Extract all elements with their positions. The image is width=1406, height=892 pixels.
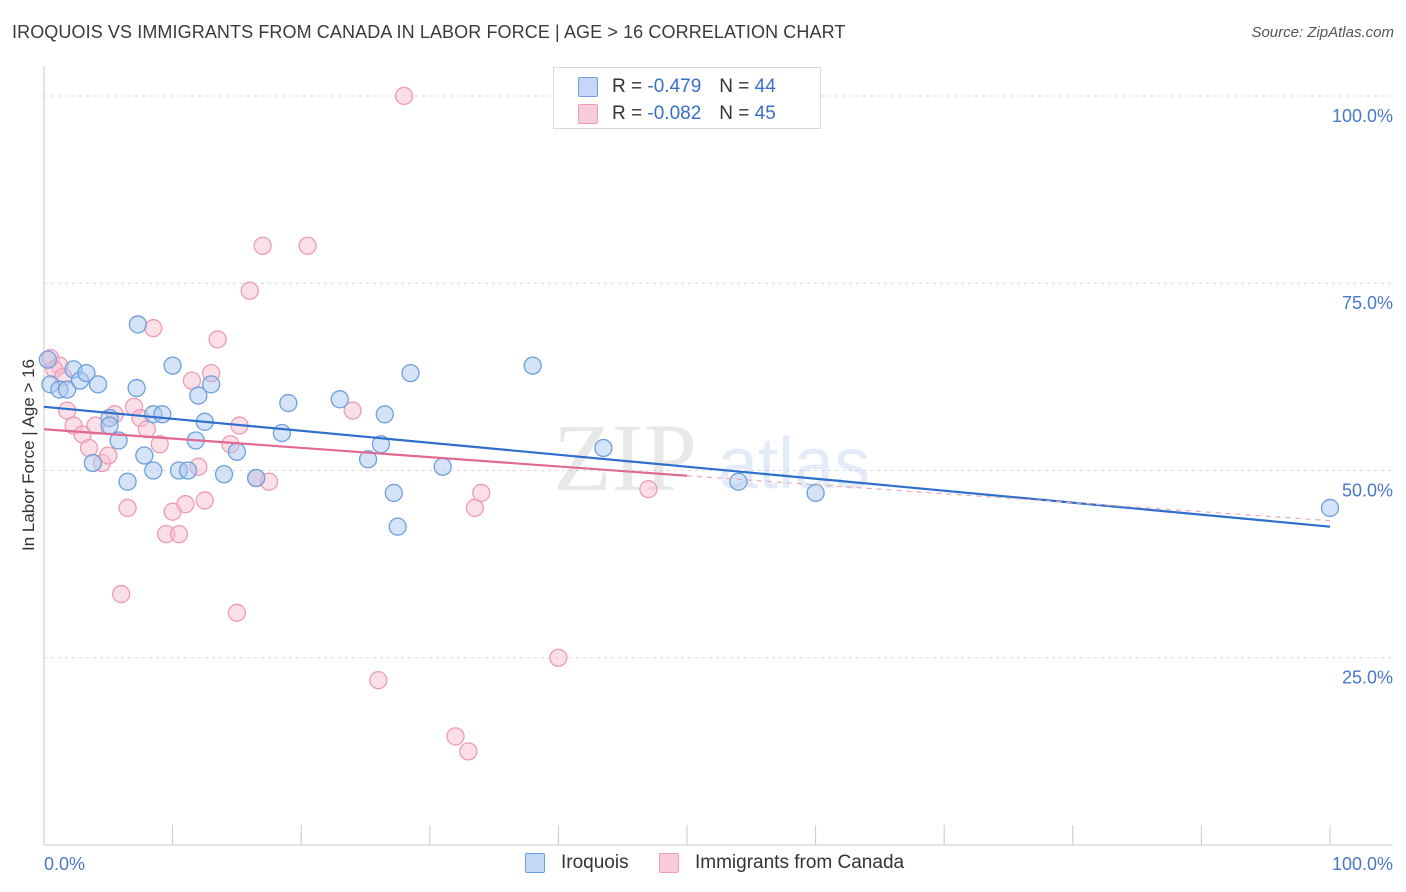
iroquois-point — [38, 350, 58, 369]
iroquois-point — [523, 356, 542, 375]
series-legend: Iroquois Immigrants from Canada — [0, 852, 1406, 878]
legend-r-label: R = — [612, 103, 643, 124]
legend-r-value: -0.082 — [647, 103, 702, 124]
iroquois-point — [729, 472, 748, 491]
legend-row-immigrants: R = -0.082 N = 45 — [578, 101, 776, 127]
iroquois-point — [83, 453, 103, 473]
immigrants-point — [472, 483, 491, 503]
immigrants-point — [112, 584, 131, 604]
iroquois-point — [375, 405, 394, 424]
watermark-zip: ZIP — [553, 404, 697, 511]
immigrants-point — [176, 495, 195, 514]
immigrants-point — [253, 236, 272, 255]
immigrants-point — [394, 86, 414, 106]
immigrants-point — [549, 648, 568, 667]
iroquois-point — [227, 442, 247, 461]
iroquois-point — [279, 393, 298, 413]
iroquois-point — [57, 380, 77, 399]
y-tick-label: 25.0% — [1342, 668, 1393, 688]
iroquois-point — [109, 431, 128, 450]
watermark-atlas: atlas — [718, 424, 870, 504]
iroquois-point — [144, 461, 163, 480]
legend-swatch-blue — [578, 77, 598, 97]
series-legend-label: Iroquois — [561, 852, 629, 873]
iroquois-point — [388, 517, 407, 536]
legend-n-label: N = — [719, 103, 750, 124]
iroquois-point — [330, 390, 349, 409]
y-tick-labels: 25.0% 50.0% 75.0% 100.0% — [1332, 106, 1393, 688]
iroquois-point — [135, 446, 154, 465]
chart-title: IROQUOIS VS IMMIGRANTS FROM CANADA IN LA… — [12, 22, 846, 42]
immigrants-trend-line — [43, 428, 688, 477]
series-legend-swatch-blue — [525, 853, 545, 873]
immigrants-point — [240, 281, 259, 300]
immigrants-point — [169, 524, 189, 544]
iroquois-point — [433, 457, 452, 476]
iroquois-point — [806, 483, 825, 503]
immigrants-point — [227, 603, 247, 622]
iroquois-point — [384, 483, 403, 503]
x-tick-label: 0.0% — [44, 854, 85, 874]
x-tick-label: 100.0% — [1332, 854, 1393, 874]
iroquois-trend-line — [43, 405, 1331, 528]
legend-r-label: R = — [612, 76, 643, 97]
y-axis-label: In Labor Force | Age > 16 — [19, 359, 38, 551]
iroquois-point — [128, 315, 148, 334]
immigrants-point — [208, 330, 227, 349]
legend-n-value: 45 — [754, 103, 776, 124]
iroquois-point — [118, 472, 137, 491]
x-tick-labels: 0.0% 100.0% — [44, 854, 1393, 874]
immigrants-point — [118, 498, 137, 518]
legend-row-iroquois: R = -0.479 N = 44 — [578, 74, 776, 100]
legend-n-value: 44 — [754, 76, 776, 97]
iroquois-point — [178, 461, 198, 480]
iroquois-point — [88, 375, 108, 394]
immigrants-point — [459, 742, 478, 761]
series-legend-iroquois[interactable]: Iroquois — [525, 852, 629, 874]
iroquois-point — [189, 386, 208, 405]
iroquois-point — [358, 450, 378, 469]
gridlines — [44, 95, 1393, 659]
series-legend-immigrants-from-canada[interactable]: Immigrants from Canada — [659, 852, 904, 874]
iroquois-point — [153, 405, 172, 424]
iroquois-point — [127, 378, 146, 398]
legend-swatch-pink — [578, 104, 598, 124]
y-tick-label: 100.0% — [1332, 106, 1393, 126]
series-legend-label: Immigrants from Canada — [695, 852, 905, 873]
immigrants-point — [298, 236, 317, 255]
immigrants-trend-extension — [686, 475, 1331, 522]
immigrants-point — [369, 671, 388, 690]
y-tick-label: 50.0% — [1342, 480, 1393, 500]
immigrants-point — [144, 319, 163, 338]
iroquois-point — [272, 423, 292, 443]
iroquois-point — [100, 416, 119, 435]
axes — [43, 66, 1393, 846]
immigrants-point — [195, 491, 214, 510]
immigrants-point — [639, 480, 658, 499]
iroquois-point — [214, 465, 234, 484]
iroquois-point — [1320, 498, 1340, 518]
correlation-legend: R = -0.479 N = 44 R = -0.082 N = 45 — [553, 67, 821, 129]
iroquois-point — [401, 363, 420, 383]
series-legend-swatch-pink — [659, 853, 679, 873]
iroquois-point — [163, 356, 182, 375]
y-tick-label: 75.0% — [1342, 293, 1393, 313]
trend-lines — [43, 405, 1331, 528]
legend-r-value: -0.479 — [647, 76, 702, 97]
immigrants-point — [79, 438, 99, 458]
iroquois-point — [77, 363, 96, 383]
immigrants-point — [99, 446, 118, 465]
immigrants-point — [446, 727, 465, 746]
immigrants-point — [343, 401, 362, 420]
series-immigrants-from-canada-points — [41, 86, 658, 761]
iroquois-point — [247, 468, 266, 488]
immigrants-point — [150, 435, 169, 454]
legend-n-label: N = — [719, 76, 750, 97]
iroquois-point — [594, 438, 613, 458]
source-credit: Source: ZipAtlas.com — [1251, 24, 1394, 41]
iroquois-point — [202, 375, 221, 394]
